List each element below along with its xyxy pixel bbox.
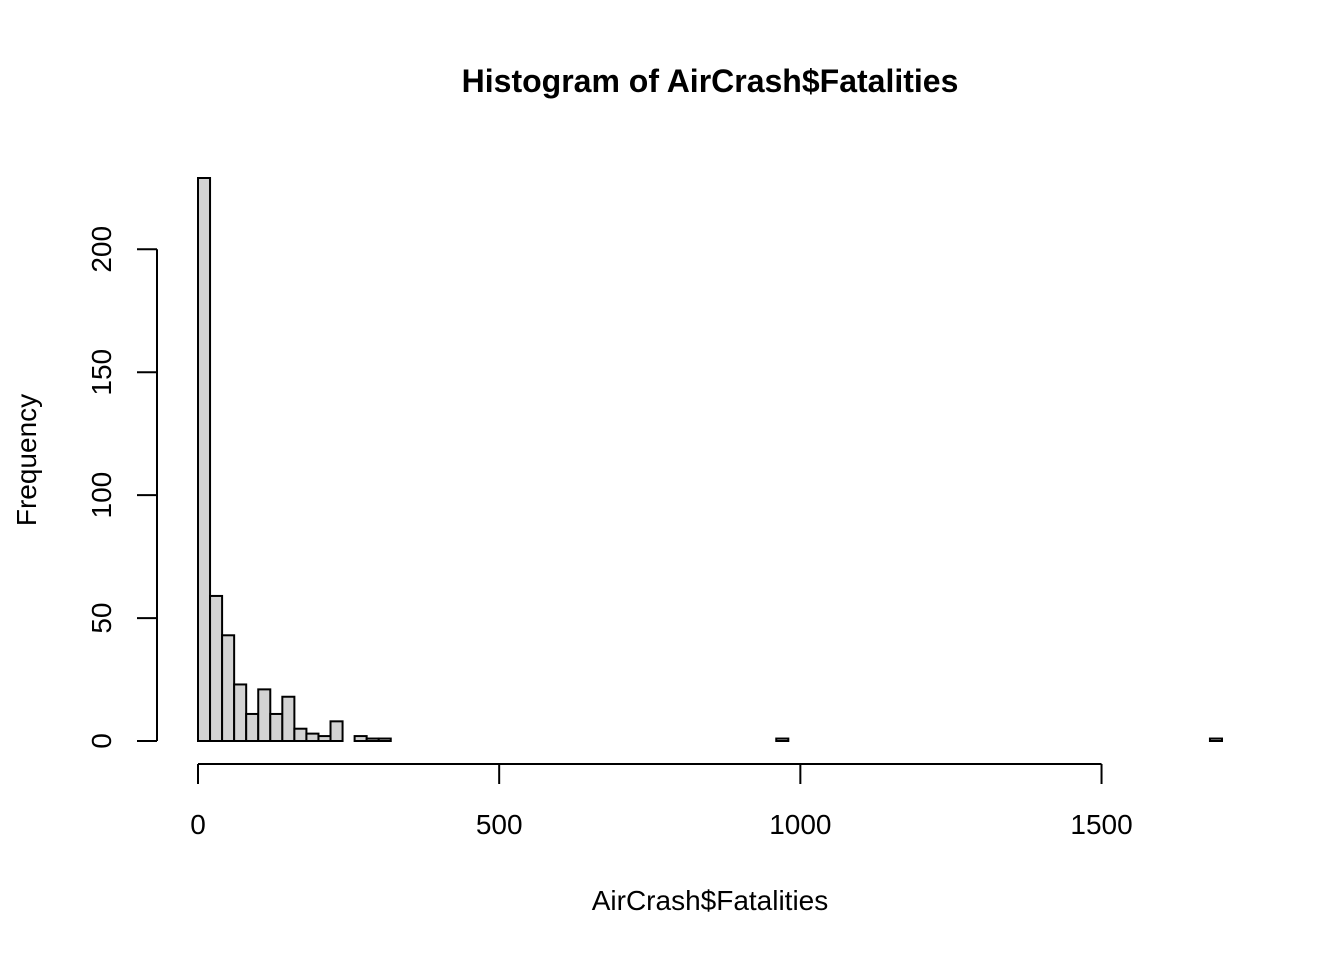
histogram-bar (775, 737, 790, 743)
x-tick-label: 500 (476, 809, 523, 840)
histogram-bar (305, 732, 320, 742)
histogram-bar (221, 634, 236, 742)
histogram-bar (377, 737, 392, 743)
chart-title: Histogram of AirCrash$Fatalities (462, 63, 959, 99)
histogram-bar (209, 594, 224, 742)
x-tick-label: 0 (190, 809, 206, 840)
histogram-bar (293, 727, 308, 742)
histogram-bar (1208, 737, 1223, 743)
x-tick-label: 1500 (1070, 809, 1132, 840)
bars-group (197, 177, 1223, 743)
x-axis-label: AirCrash$Fatalities (592, 885, 829, 916)
histogram-bar (329, 720, 344, 742)
histogram-bar (365, 737, 380, 743)
histogram-bar (233, 683, 248, 743)
x-tick-label: 1000 (769, 809, 831, 840)
y-tick-label: 150 (86, 349, 117, 396)
histogram-bar (281, 695, 296, 742)
histogram-bar (245, 712, 260, 743)
histogram-bar (269, 712, 284, 743)
histogram-bar (317, 735, 332, 742)
y-axis-label: Frequency (11, 394, 42, 526)
y-axis: 0 50 100 150 200 (86, 226, 158, 749)
x-axis: 0 500 1000 1500 (190, 763, 1133, 840)
histogram-bar (197, 177, 212, 742)
y-tick-label: 200 (86, 226, 117, 273)
histogram-bar (257, 688, 272, 742)
y-tick-label: 100 (86, 472, 117, 519)
y-tick-label: 0 (86, 733, 117, 749)
histogram-bar (353, 735, 368, 742)
y-tick-label: 50 (86, 602, 117, 633)
